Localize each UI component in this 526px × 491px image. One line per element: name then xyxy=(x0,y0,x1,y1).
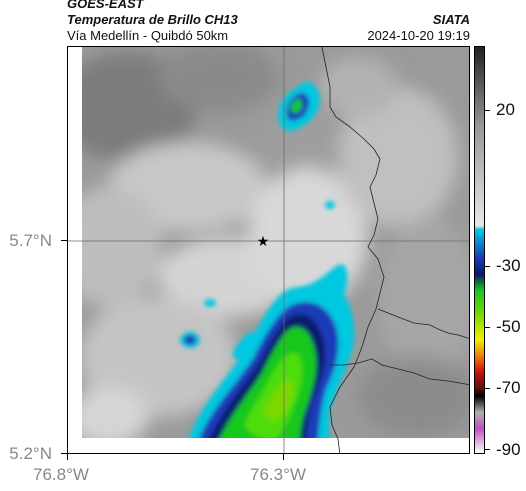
y-tick-label-5-7: 5.7°N xyxy=(9,231,52,250)
department-border-south xyxy=(330,358,469,386)
colorbar-tick xyxy=(485,110,490,111)
cold-cloud-tops xyxy=(180,81,355,438)
colorbar-tick xyxy=(485,266,490,267)
x-tick-mark xyxy=(283,454,284,460)
brand-label: SIATA xyxy=(432,12,470,27)
x-tick-label-76-8: 76.8°W xyxy=(33,465,89,484)
city-marker: ★ xyxy=(257,234,270,250)
colorbar-label-20: 20 xyxy=(496,100,515,119)
x-tick-label-76-3: 76.3°W xyxy=(250,465,306,484)
y-tick-label-5-2: 5.2°N xyxy=(9,444,52,463)
colorbar-label-minus-50: -50 xyxy=(496,317,521,336)
y-tick-mark xyxy=(61,453,67,454)
product-title: Temperatura de Brillo CH13 xyxy=(67,12,238,27)
department-border-east xyxy=(377,308,469,339)
colorbar-label-minus-90: -90 xyxy=(496,440,521,459)
satellite-title: GOES-EAST xyxy=(67,0,144,11)
region-label: Vía Medellín - Quibdó 50km xyxy=(67,28,229,43)
department-border xyxy=(321,47,385,453)
colorbar-label-minus-70: -70 xyxy=(496,378,521,397)
colorbar-tick xyxy=(485,449,490,450)
x-tick-mark xyxy=(67,454,68,460)
timestamp-label: 2024-10-20 19:19 xyxy=(367,28,470,43)
colorbar-tick xyxy=(485,327,490,328)
satellite-image: ★ xyxy=(68,47,469,453)
map-panel: ★ xyxy=(67,46,470,454)
colorbar-tick xyxy=(485,388,490,389)
y-tick-mark xyxy=(61,240,67,241)
colorbar-label-minus-30: -30 xyxy=(496,256,521,275)
temperature-colorbar xyxy=(474,46,485,454)
